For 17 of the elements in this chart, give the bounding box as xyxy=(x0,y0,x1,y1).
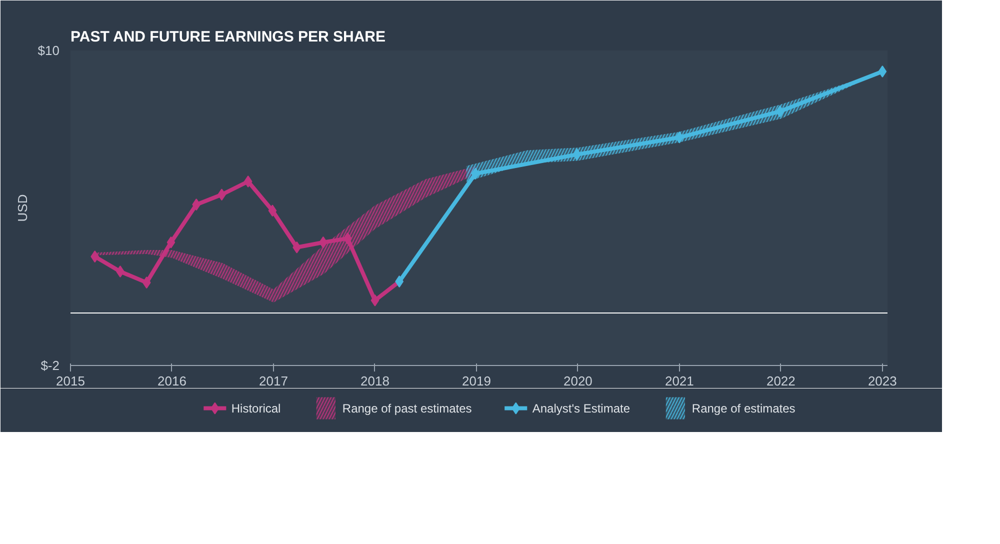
x-tick-label: 2021 xyxy=(664,374,694,388)
x-tick-label: 2015 xyxy=(56,374,85,388)
legend-label: Historical xyxy=(231,401,281,416)
x-tick-label: 2020 xyxy=(563,374,592,388)
x-tick-label: 2017 xyxy=(259,374,288,388)
y-tick-label: $10 xyxy=(38,43,60,58)
x-tick-label: 2019 xyxy=(462,374,491,388)
x-tick-label: 2023 xyxy=(868,374,897,388)
y-tick-label: $-2 xyxy=(40,358,60,373)
x-tick-label: 2022 xyxy=(766,374,796,388)
y-axis-title: USD xyxy=(14,194,30,222)
x-tick-label: 2018 xyxy=(360,374,390,388)
legend-label: Range of past estimates xyxy=(342,401,472,416)
legend-label: Range of estimates xyxy=(692,401,796,416)
legend-label: Analyst's Estimate xyxy=(532,401,630,416)
chart-title: PAST AND FUTURE EARNINGS PER SHARE xyxy=(70,28,386,46)
x-tick-label: 2016 xyxy=(158,374,186,388)
